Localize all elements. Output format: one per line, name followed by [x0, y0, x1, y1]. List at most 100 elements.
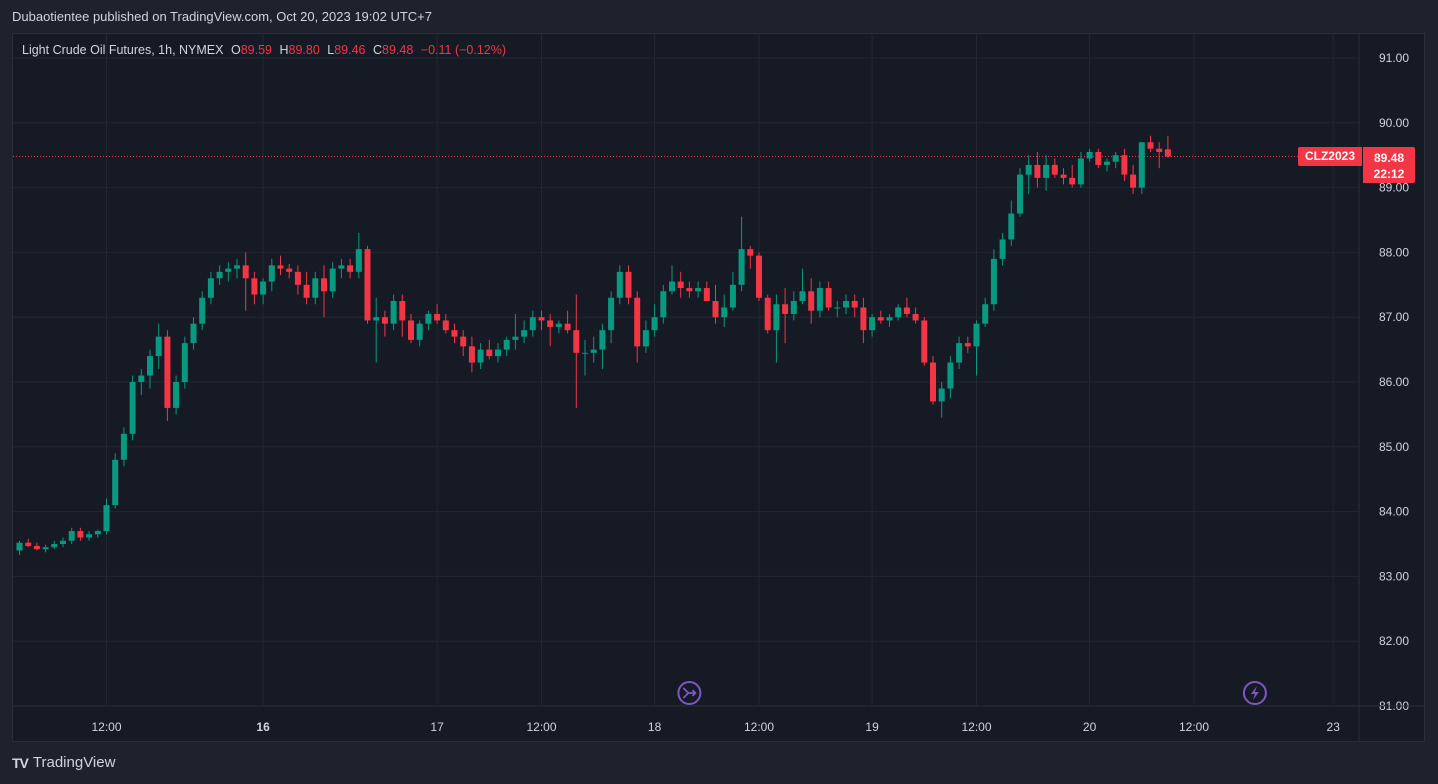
- candle-body: [329, 268, 336, 292]
- candle-body: [808, 291, 815, 311]
- candle-body: [947, 362, 954, 389]
- candle-body: [164, 336, 171, 408]
- candle-body: [903, 307, 910, 314]
- candle-body: [938, 388, 945, 402]
- y-tick-label: 83.00: [1379, 569, 1409, 583]
- candle-body: [764, 297, 771, 331]
- candle-body: [1104, 161, 1110, 165]
- candle-body: [477, 349, 484, 363]
- candle-body: [877, 317, 884, 321]
- candle-body: [521, 330, 528, 337]
- candle-body: [843, 301, 849, 308]
- candle-body: [816, 288, 823, 311]
- candle-body: [790, 301, 797, 314]
- candle-body: [1034, 164, 1041, 178]
- candle-body: [242, 265, 249, 279]
- x-tick-label: 12:00: [526, 720, 556, 734]
- candle-body: [703, 288, 710, 301]
- candle-body: [460, 336, 467, 347]
- candle-body: [1095, 151, 1102, 165]
- candle-body: [729, 284, 736, 308]
- candle-body: [512, 336, 519, 340]
- low-label: L: [327, 43, 335, 57]
- x-tick-label: 16: [256, 720, 270, 734]
- open-value: 89.59: [240, 43, 272, 57]
- candle-body: [651, 317, 658, 331]
- candle-body: [1086, 151, 1093, 159]
- candle-body: [294, 271, 301, 285]
- y-tick-label: 82.00: [1379, 634, 1409, 648]
- candle-body: [625, 271, 632, 298]
- price-chart[interactable]: 91.00 90.00 89.00 88.00 87.00 86.00 85.00 84.00…: [13, 34, 1424, 741]
- chart-panel[interactable]: 91.00 90.00 89.00 88.00 87.00 86.00 85.00 84.00…: [12, 33, 1425, 742]
- last-price-badge: 89.48 22:12: [1363, 147, 1415, 183]
- candle-body: [225, 268, 232, 272]
- candle-body: [33, 545, 40, 550]
- y-tick-label: 85.00: [1379, 440, 1409, 454]
- candle-body: [721, 307, 728, 318]
- candle-body: [1043, 164, 1050, 178]
- candle-body: [1008, 213, 1015, 240]
- candle-body: [77, 531, 84, 538]
- candle-body: [277, 265, 284, 269]
- candle-body: [503, 339, 510, 350]
- candle-body: [964, 343, 971, 347]
- change-value: −0.11 (−0.12%): [420, 43, 507, 57]
- candle-body: [956, 343, 963, 363]
- candle-body: [564, 323, 571, 331]
- x-tick-label: 18: [648, 720, 662, 734]
- candle-body: [999, 239, 1006, 259]
- x-tick-label: 20: [1083, 720, 1097, 734]
- candle-body: [234, 265, 240, 269]
- candle-body: [199, 297, 206, 324]
- candle-body: [94, 531, 101, 535]
- symbol-description: Light Crude Oil Futures, 1h, NYMEX: [22, 43, 224, 57]
- footer-brand[interactable]: TV TradingView: [12, 754, 115, 771]
- candle-body: [1060, 174, 1067, 178]
- candle-body: [442, 320, 449, 331]
- candle-body: [147, 356, 153, 376]
- x-tick-label: 19: [865, 720, 879, 734]
- y-tick-label: 86.00: [1379, 375, 1409, 389]
- tradingview-logo-icon: TV: [12, 754, 29, 771]
- candle-body: [129, 382, 136, 434]
- candle-body: [60, 540, 66, 544]
- candle-body: [86, 534, 93, 538]
- x-tick-label: 23: [1327, 720, 1341, 734]
- x-tick-label: 17: [430, 720, 444, 734]
- candle-body: [573, 330, 580, 353]
- y-tick-label: 89.00: [1379, 181, 1409, 195]
- candle-body: [312, 278, 319, 298]
- candle-body: [1077, 158, 1084, 185]
- candle-body: [16, 542, 23, 551]
- x-tick-label: 12:00: [91, 720, 121, 734]
- candle-body: [42, 547, 49, 550]
- candle-body: [138, 375, 145, 382]
- candle-body: [747, 249, 754, 256]
- candle-body: [912, 313, 919, 321]
- candle-body: [251, 278, 258, 295]
- candle-body: [582, 352, 588, 354]
- last-price-value: 89.48: [1373, 151, 1405, 165]
- candle-body: [25, 542, 32, 546]
- candle-body: [712, 301, 719, 318]
- candle-body: [451, 330, 458, 337]
- candle-body: [782, 304, 789, 314]
- candle-body: [260, 281, 267, 295]
- candle-body: [303, 284, 310, 298]
- candle-body: [120, 433, 127, 460]
- x-tick-label: 12:00: [961, 720, 991, 734]
- chart-legend[interactable]: Light Crude Oil Futures, 1h, NYMEX O89.5…: [22, 43, 506, 57]
- candle-body: [669, 281, 675, 292]
- candle-body: [756, 255, 762, 298]
- candle-body: [1069, 177, 1076, 185]
- y-tick-label: 90.00: [1379, 116, 1409, 130]
- candle-body: [895, 307, 902, 318]
- candle-body: [599, 330, 606, 350]
- candle-body: [216, 271, 223, 279]
- candle-body: [112, 459, 119, 506]
- candle-body: [660, 291, 667, 318]
- candle-body: [1138, 142, 1145, 188]
- candle-body: [538, 317, 545, 321]
- candle-body: [364, 249, 371, 321]
